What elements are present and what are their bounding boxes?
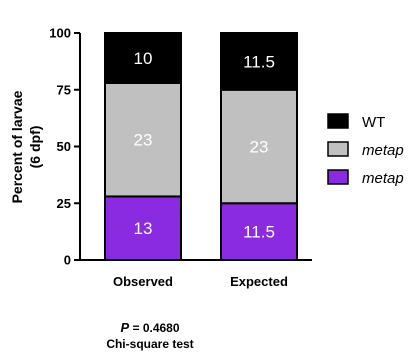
data-label: 13 [134, 219, 153, 238]
p-value-text: P = 0.4680 [0, 320, 300, 335]
legend-swatch [327, 141, 349, 157]
bar-segment [220, 88, 298, 205]
y-tick-label: 50 [57, 139, 71, 154]
x-tick-label: Expected [230, 274, 288, 289]
legend-swatch [327, 169, 349, 185]
bar-segment [220, 32, 298, 91]
bar-segment [104, 81, 182, 198]
legend-swatch [327, 113, 349, 129]
data-label: 11.5 [243, 223, 275, 242]
y-axis-label-unit: (6 dpf) [27, 126, 43, 169]
p-symbol: P [120, 320, 130, 335]
test-name: Chi-square test [106, 337, 194, 351]
data-label: 23 [250, 138, 269, 157]
data-label: 23 [134, 131, 153, 150]
y-tick-label: 75 [57, 82, 71, 97]
legend-label: WT [362, 114, 385, 131]
data-label: 10 [134, 49, 153, 68]
bar-segment [220, 202, 298, 261]
y-axis-label: Percent of larvae [9, 90, 25, 203]
bar-segment [104, 195, 182, 262]
legend-label: metap [362, 142, 404, 159]
y-tick-label: 0 [64, 253, 71, 268]
data-label: 11.5 [243, 52, 275, 71]
legend: WT metap metap [327, 113, 404, 187]
legend-label: metap [362, 170, 404, 187]
x-tick-label: Observed [113, 274, 173, 289]
plot-area: 0 25 50 75 100 Percent of larvae (6 dpf) 13 23 10… [9, 26, 312, 289]
y-tick-label: 25 [57, 196, 71, 211]
bar-segment [104, 32, 182, 84]
y-tick-label: 100 [49, 26, 71, 41]
p-value: = 0.4680 [132, 321, 180, 335]
